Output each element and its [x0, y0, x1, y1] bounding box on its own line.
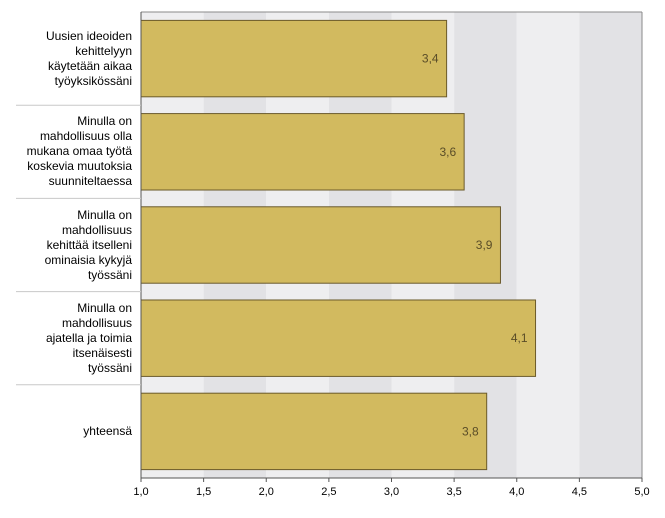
- x-tick-label: 1,5: [196, 486, 211, 498]
- data-label: 3,9: [476, 238, 493, 252]
- x-tick-label: 4,5: [572, 486, 587, 498]
- x-tick-label: 2,5: [321, 486, 336, 498]
- category-label-line: suunniteltaessa: [48, 174, 132, 189]
- category-label-line: työssäni: [87, 267, 132, 282]
- x-tick-label: 5,0: [634, 486, 649, 498]
- category-label-line: yhteensä: [83, 423, 132, 438]
- x-tick-label: 1,0: [133, 486, 148, 498]
- bars-group: [140, 19, 537, 471]
- x-tick-label: 2,0: [259, 486, 274, 498]
- category-label-line: Minulla on: [77, 207, 132, 222]
- grid-band: [516, 12, 580, 478]
- data-label: 3,8: [462, 424, 479, 438]
- bar: [140, 19, 448, 98]
- data-label: 3,4: [422, 52, 439, 66]
- data-label: 4,1: [511, 331, 528, 345]
- x-tick-label: 4,0: [509, 486, 524, 498]
- category-label-line: kehittelyyn: [75, 43, 132, 58]
- category-label-line: ominaisia kykyjä: [44, 252, 132, 267]
- category-label-line: käytetään aikaa: [47, 58, 132, 73]
- x-tick-label: 3,0: [384, 486, 399, 498]
- bar: [140, 392, 488, 471]
- category-label-line: itsenäisesti: [72, 345, 132, 360]
- category-label: Minulla on mahdollisuus olla mukana omaa t…: [4, 114, 132, 189]
- category-label-line: mahdollisuus: [61, 315, 132, 330]
- category-label-line: työyksikössäni: [54, 73, 132, 88]
- category-label-line: kehittää itselleni: [46, 237, 132, 252]
- category-label: Minulla on mahdollisuus ajatella ja toimia…: [4, 301, 132, 376]
- category-label-line: ajatella ja toimia: [45, 330, 132, 345]
- category-label-line: Uusien ideoiden: [45, 28, 132, 43]
- category-label-line: mahdollisuus: [61, 222, 132, 237]
- data-labels-group: 3,4 3,6 3,9 4,1 3,8: [422, 52, 528, 439]
- category-label: Minulla on mahdollisuus kehittää itselleni…: [4, 208, 132, 283]
- data-label: 3,6: [439, 145, 456, 159]
- bar: [140, 206, 501, 284]
- category-label-line: Minulla on: [77, 114, 132, 129]
- category-label-line: mahdollisuus olla: [39, 129, 132, 144]
- category-label-line: mukana omaa työtä: [26, 144, 132, 159]
- bar: [140, 299, 537, 377]
- category-label-line: koskevia muutoksia: [27, 159, 132, 174]
- category-label-line: Minulla on: [77, 300, 132, 315]
- category-label-line: työssäni: [87, 360, 132, 375]
- category-label: yhteensä: [4, 424, 132, 439]
- bar: [140, 113, 465, 191]
- x-tick-labels-group: 1,0 1,5 2,0 2,5 3,0 3,5 4,0 4,5 5,0: [133, 478, 650, 498]
- grid-band: [579, 12, 642, 478]
- x-tick-label: 3,5: [446, 486, 461, 498]
- category-label: Uusien ideoiden kehittelyyn käytetään aika…: [4, 29, 132, 89]
